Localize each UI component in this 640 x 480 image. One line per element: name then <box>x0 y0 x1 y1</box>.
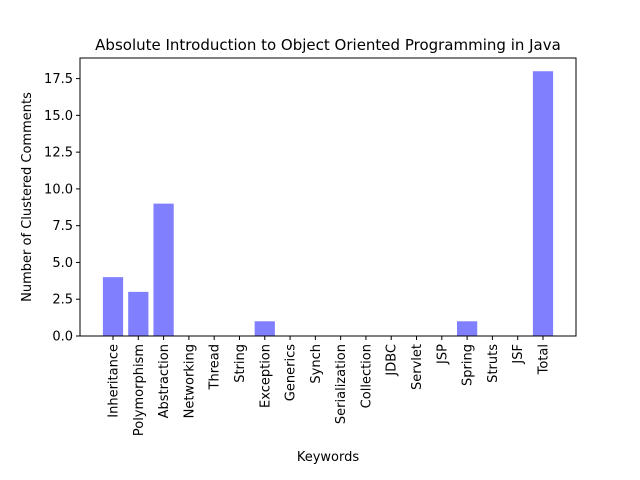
y-tick-label: 7.5 <box>52 219 73 234</box>
y-axis-label: Number of Clustered Comments <box>20 92 35 302</box>
x-tick-label-exception: Exception <box>258 344 273 408</box>
x-tick-label-total: Total <box>537 344 552 375</box>
x-tick-label-servlet: Servlet <box>410 344 425 390</box>
x-tick-label-jsf: JSF <box>511 344 526 365</box>
y-tick-label: 12.5 <box>44 146 73 161</box>
chart-title: Absolute Introduction to Object Oriented… <box>95 36 561 54</box>
x-tick-label-abstraction: Abstraction <box>157 344 172 418</box>
x-tick-label-generics: Generics <box>284 344 299 401</box>
bar-inheritance <box>102 277 124 336</box>
bar-spring <box>457 321 478 336</box>
x-axis-label: Keywords <box>297 450 360 465</box>
y-tick-label: 0.0 <box>52 330 73 345</box>
y-tick-label: 5.0 <box>52 256 73 271</box>
x-tick-label-polymorphism: Polymorphism <box>132 344 147 436</box>
x-tick-label-spring: Spring <box>461 344 476 386</box>
bar-polymorphism <box>128 291 149 336</box>
x-tick-label-string: String <box>233 344 248 383</box>
x-axis: Inheritance Polymorphism Abstraction Networ… <box>107 336 552 436</box>
y-tick-label: 10.0 <box>44 182 73 197</box>
y-axis: 0.0 2.5 5.0 7.5 10.0 12.5 15.0 17.5 <box>44 72 80 345</box>
bars-group <box>102 71 554 337</box>
x-tick-label-inheritance: Inheritance <box>107 344 122 418</box>
y-tick-label: 17.5 <box>44 72 73 87</box>
y-tick-label: 2.5 <box>52 293 73 308</box>
x-tick-label-serialization: Serialization <box>334 344 349 424</box>
bar-total <box>532 71 554 337</box>
x-tick-label-struts: Struts <box>486 344 501 383</box>
plot-frame <box>79 57 577 337</box>
x-tick-label-networking: Networking <box>182 344 197 418</box>
bar-abstraction <box>153 203 174 336</box>
x-tick-label-jdbc: JDBC <box>385 344 400 377</box>
y-tick-label: 15.0 <box>44 109 73 124</box>
bar-exception <box>254 321 275 336</box>
x-tick-label-thread: Thread <box>208 344 223 390</box>
x-tick-label-collection: Collection <box>359 344 374 408</box>
x-tick-label-jsp: JSP <box>435 344 450 365</box>
x-tick-label-synch: Synch <box>309 344 324 384</box>
